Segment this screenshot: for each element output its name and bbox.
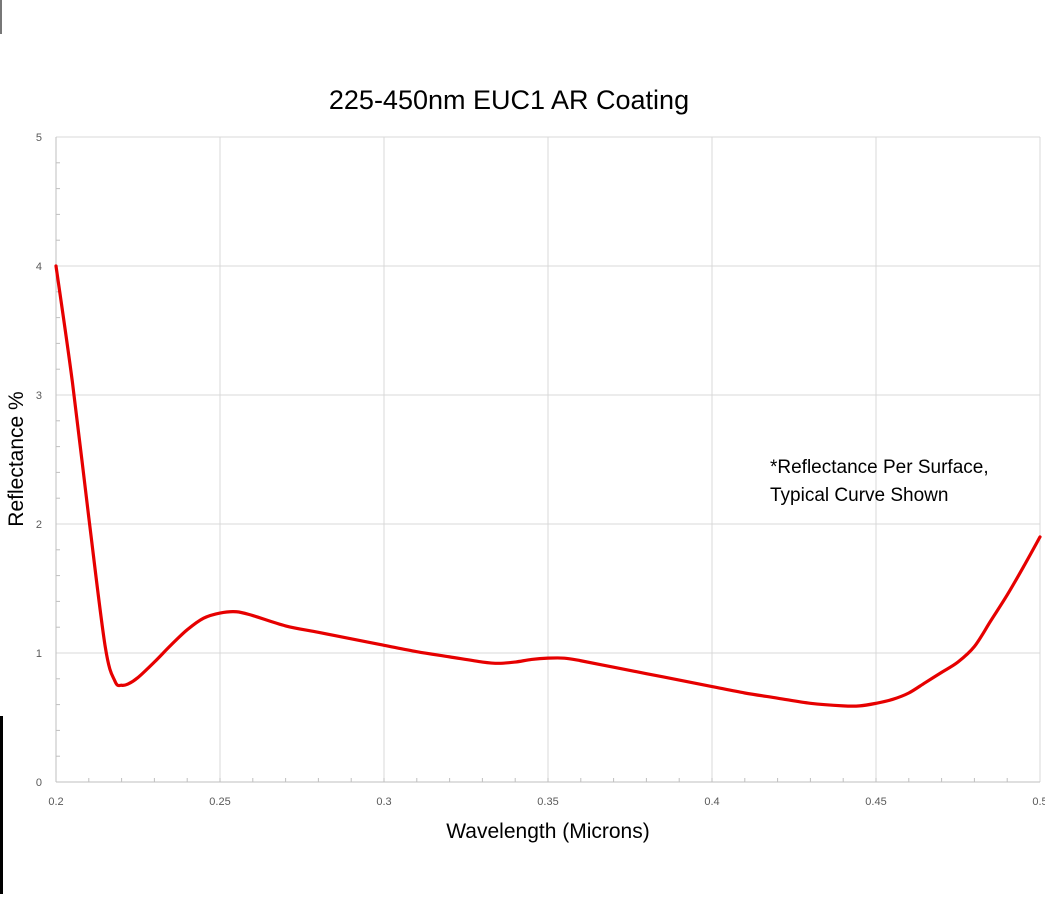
x-tick-label: 0.25 bbox=[209, 796, 230, 808]
x-tick-label: 0.4 bbox=[704, 796, 719, 808]
x-tick-label: 0.35 bbox=[537, 796, 558, 808]
y-tick-label: 0 bbox=[36, 777, 42, 789]
y-tick-label: 1 bbox=[36, 648, 42, 660]
y-tick-label: 4 bbox=[36, 261, 42, 273]
y-tick-label: 3 bbox=[36, 390, 42, 402]
window-edge-bottom bbox=[0, 716, 3, 894]
x-axis-label: Wavelength (Microns) bbox=[446, 820, 649, 843]
y-tick-label: 5 bbox=[36, 132, 42, 144]
tick-labels: 0.2 0.25 0.3 0.35 0.4 0.45 0.5 0 1 2 3 4 5 bbox=[36, 132, 1045, 808]
grid bbox=[56, 136, 1041, 782]
y-axis-label: Reflectance % bbox=[5, 391, 28, 526]
axes bbox=[55, 137, 1040, 783]
window-edge-top bbox=[0, 0, 2, 34]
y-tick-label: 2 bbox=[36, 519, 42, 531]
annotation-line-1: *Reflectance Per Surface, bbox=[770, 457, 989, 478]
x-tick-label: 0.45 bbox=[865, 796, 886, 808]
series bbox=[54, 264, 1042, 708]
x-tick-label: 0.3 bbox=[376, 796, 391, 808]
annotation-line-2: Typical Curve Shown bbox=[770, 485, 948, 506]
x-tick-label: 0.2 bbox=[48, 796, 63, 808]
series-line-reflectance bbox=[54, 264, 1042, 708]
chart-title: 225-450nm EUC1 AR Coating bbox=[329, 85, 689, 115]
x-tick-label: 0.5 bbox=[1032, 796, 1045, 808]
